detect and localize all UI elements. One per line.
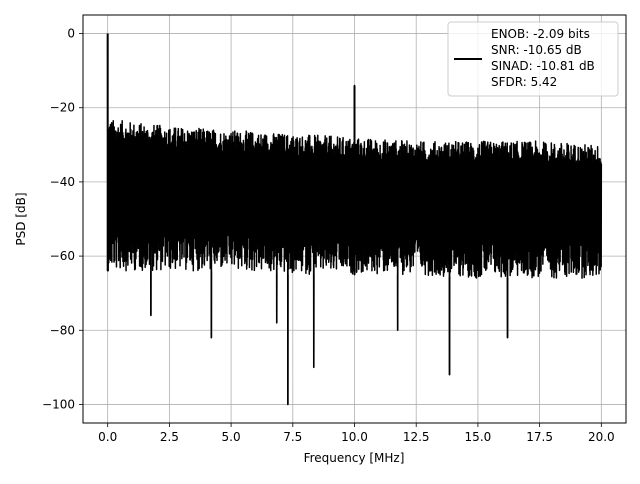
x-tick-label: 5.0 [222, 430, 241, 444]
y-tick-label: −40 [50, 175, 75, 189]
x-tick-label: 17.5 [526, 430, 553, 444]
x-tick-label: 10.0 [341, 430, 368, 444]
y-tick-label: −20 [50, 101, 75, 115]
legend-enob: ENOB: -2.09 bits [491, 27, 590, 41]
legend-sfdr: SFDR: 5.42 [491, 75, 557, 89]
x-tick-label: 0.0 [98, 430, 117, 444]
x-tick-label: 15.0 [465, 430, 492, 444]
y-axis-label: PSD [dB] [14, 192, 28, 245]
psd-trace [106, 33, 603, 406]
x-axis: 0.0 2.5 5.0 7.5 10.0 12.5 15.0 17.5 20.0 [98, 423, 615, 444]
series-layer [106, 33, 603, 406]
x-axis-label: Frequency [MHz] [304, 451, 405, 465]
y-tick-label: −100 [42, 397, 75, 411]
legend-box [447, 21, 619, 97]
legend-sinad: SINAD: -10.81 dB [491, 59, 595, 73]
legend-snr: SNR: -10.65 dB [491, 43, 582, 57]
y-tick-label: −80 [50, 323, 75, 337]
legend: ENOB: -2.09 bits SNR: -10.65 dB SINAD: -… [447, 21, 619, 97]
x-tick-label: 20.0 [588, 430, 615, 444]
y-tick-label: −60 [50, 249, 75, 263]
y-axis: 0 −20 −40 −60 −80 −100 [42, 27, 83, 411]
y-tick-label: 0 [67, 27, 75, 41]
x-tick-label: 12.5 [403, 430, 430, 444]
x-tick-label: 2.5 [160, 430, 179, 444]
x-tick-label: 7.5 [283, 430, 302, 444]
